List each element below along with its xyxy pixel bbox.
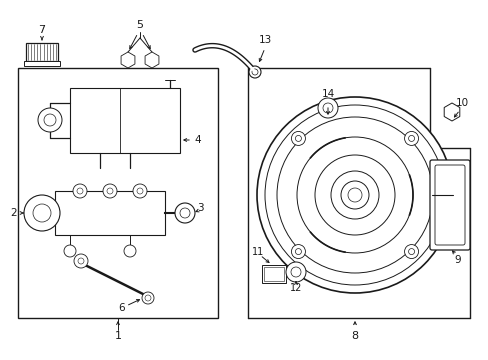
Bar <box>264 267 284 281</box>
Circle shape <box>180 208 190 218</box>
Circle shape <box>446 107 456 117</box>
Text: 9: 9 <box>454 255 460 265</box>
Text: 13: 13 <box>258 35 271 45</box>
Text: 11: 11 <box>251 247 264 257</box>
Polygon shape <box>443 103 459 121</box>
Circle shape <box>408 135 414 141</box>
Text: 7: 7 <box>39 25 45 35</box>
Text: 1: 1 <box>114 331 121 341</box>
Polygon shape <box>145 52 159 68</box>
Circle shape <box>295 248 301 255</box>
Polygon shape <box>121 52 135 68</box>
Text: 4: 4 <box>194 135 201 145</box>
Text: 14: 14 <box>321 89 334 99</box>
Text: 6: 6 <box>119 303 125 313</box>
FancyBboxPatch shape <box>429 160 469 250</box>
Circle shape <box>290 267 301 277</box>
Text: 8: 8 <box>351 331 358 341</box>
Circle shape <box>317 98 337 118</box>
Bar <box>18 68 218 318</box>
Bar <box>24 61 60 66</box>
Text: 5: 5 <box>136 20 143 30</box>
Circle shape <box>175 203 195 223</box>
Circle shape <box>73 184 87 198</box>
FancyBboxPatch shape <box>434 165 464 245</box>
Circle shape <box>103 184 117 198</box>
Bar <box>262 265 285 283</box>
Text: 12: 12 <box>289 283 302 293</box>
Circle shape <box>124 245 136 257</box>
Circle shape <box>148 56 156 64</box>
Circle shape <box>124 56 132 64</box>
Circle shape <box>145 295 151 301</box>
Circle shape <box>404 244 418 258</box>
Circle shape <box>44 114 56 126</box>
Circle shape <box>74 254 88 268</box>
Circle shape <box>248 66 261 78</box>
Text: 2: 2 <box>11 208 17 218</box>
Circle shape <box>291 131 305 145</box>
Circle shape <box>285 262 305 282</box>
Circle shape <box>107 188 113 194</box>
Text: 3: 3 <box>196 203 203 213</box>
Circle shape <box>137 188 142 194</box>
Circle shape <box>291 244 305 258</box>
Circle shape <box>295 135 301 141</box>
Circle shape <box>38 108 62 132</box>
Circle shape <box>33 204 51 222</box>
Bar <box>55 191 164 235</box>
Circle shape <box>142 292 154 304</box>
Bar <box>70 88 180 153</box>
Circle shape <box>340 181 368 209</box>
Circle shape <box>257 97 452 293</box>
Circle shape <box>347 188 361 202</box>
Text: 10: 10 <box>454 98 468 108</box>
Circle shape <box>408 248 414 255</box>
Circle shape <box>78 258 84 264</box>
Circle shape <box>133 184 147 198</box>
Circle shape <box>77 188 83 194</box>
Circle shape <box>323 103 332 113</box>
Circle shape <box>24 195 60 231</box>
Bar <box>26 43 58 61</box>
Circle shape <box>251 69 258 75</box>
Circle shape <box>64 245 76 257</box>
Circle shape <box>404 131 418 145</box>
